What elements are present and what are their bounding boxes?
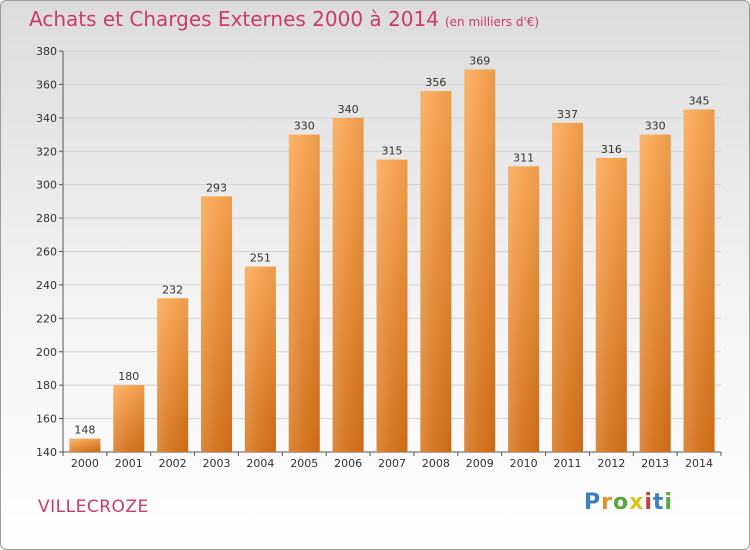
y-tick-label: 300 xyxy=(36,179,57,192)
y-tick-label: 140 xyxy=(36,446,57,459)
data-label: 293 xyxy=(206,181,227,194)
logo-letter: t xyxy=(652,490,665,515)
x-tick-label: 2014 xyxy=(685,457,713,470)
chart-subtitle: (en milliers d'€) xyxy=(444,15,540,29)
x-tick-label: 2004 xyxy=(246,457,274,470)
bar-highlight xyxy=(420,91,452,452)
y-tick-label: 380 xyxy=(36,45,57,58)
data-label: 251 xyxy=(250,252,271,265)
x-tick-label: 2013 xyxy=(641,457,669,470)
y-tick-label: 320 xyxy=(36,145,57,158)
x-tick-label: 2000 xyxy=(71,457,99,470)
proxiti-logo: Proxiti xyxy=(584,490,673,515)
x-tick-label: 2003 xyxy=(203,457,231,470)
data-label: 356 xyxy=(425,76,446,89)
bar-highlight xyxy=(157,298,189,452)
x-tick-label: 2001 xyxy=(115,457,143,470)
x-tick-label: 2009 xyxy=(466,457,494,470)
bar-highlight xyxy=(332,117,364,452)
y-tick-label: 180 xyxy=(36,379,57,392)
y-tick-label: 200 xyxy=(36,346,57,359)
y-tick-label: 160 xyxy=(36,413,57,426)
commune-name: VILLECROZE xyxy=(38,497,149,517)
y-tick-label: 360 xyxy=(36,78,57,91)
data-label: 369 xyxy=(469,54,490,67)
chart-title: Achats et Charges Externes 2000 à 2014 (e… xyxy=(29,7,539,31)
data-label: 330 xyxy=(645,120,666,133)
logo-letter: r xyxy=(601,490,613,515)
bar-highlight xyxy=(508,166,540,452)
data-label: 180 xyxy=(118,370,139,383)
data-label: 148 xyxy=(74,424,95,437)
logo-letter: o xyxy=(612,490,630,515)
x-tick-label: 2011 xyxy=(553,457,581,470)
data-label: 316 xyxy=(601,143,622,156)
data-label: 340 xyxy=(338,103,359,116)
logo-letter: P xyxy=(584,490,602,515)
logo-letter: i xyxy=(664,490,673,515)
y-tick-label: 280 xyxy=(36,212,57,225)
y-tick-label: 220 xyxy=(36,312,57,325)
x-tick-label: 2007 xyxy=(378,457,406,470)
bar-highlight xyxy=(113,385,145,452)
bar-highlight xyxy=(244,266,276,452)
data-label: 315 xyxy=(382,145,403,158)
data-label: 345 xyxy=(689,94,710,107)
bar-highlight xyxy=(288,134,320,452)
y-tick-label: 260 xyxy=(36,246,57,259)
chart-title-text: Achats et Charges Externes 2000 à 2014 xyxy=(29,7,439,31)
bar-highlight xyxy=(464,69,496,453)
x-tick-label: 2012 xyxy=(597,457,625,470)
bar-highlight xyxy=(595,157,627,452)
logo-letter: i xyxy=(644,490,653,515)
bar-highlight xyxy=(69,438,101,452)
x-tick-label: 2010 xyxy=(510,457,538,470)
x-tick-label: 2008 xyxy=(422,457,450,470)
bar-highlight xyxy=(201,196,233,452)
x-tick-label: 2006 xyxy=(334,457,362,470)
x-tick-label: 2002 xyxy=(159,457,187,470)
y-tick-label: 240 xyxy=(36,279,57,292)
x-tick-label: 2005 xyxy=(290,457,318,470)
data-label: 311 xyxy=(513,151,534,164)
bar-highlight xyxy=(551,122,583,453)
bar-highlight xyxy=(639,134,671,452)
data-label: 337 xyxy=(557,108,578,121)
bar-highlight xyxy=(683,109,715,453)
data-label: 232 xyxy=(162,283,183,296)
y-tick-label: 340 xyxy=(36,112,57,125)
bar-highlight xyxy=(376,159,408,452)
data-label: 330 xyxy=(294,120,315,133)
logo-letter: x xyxy=(629,490,645,515)
